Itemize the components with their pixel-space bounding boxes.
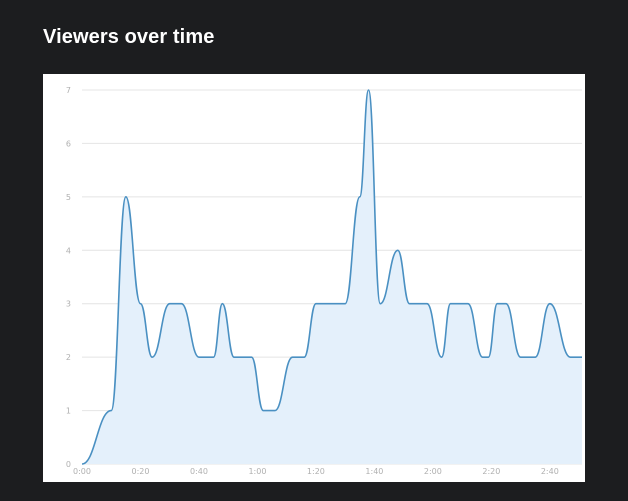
area-series	[81, 89, 582, 465]
series-line	[81, 89, 582, 465]
y-tick-label: 5	[66, 193, 71, 202]
x-tick-label: 2:20	[482, 467, 500, 476]
y-tick-label: 6	[66, 139, 71, 148]
x-tick-label: 1:20	[307, 467, 325, 476]
x-tick-label: 1:40	[365, 467, 383, 476]
y-tick-label: 2	[66, 353, 71, 362]
x-axis: 0:000:200:401:001:201:402:002:202:403:00	[73, 467, 559, 476]
x-tick-label: 2:40	[541, 467, 559, 476]
x-tick-label: 1:00	[248, 467, 266, 476]
viewers-area-chart: 0 1 2 3 4 5 6 7 0:00 0:20 0:40 1:00 1:20 1:40 2:00 2:2…	[66, 86, 582, 476]
y-tick-label: 4	[66, 246, 71, 255]
y-tick-label: 1	[66, 407, 71, 416]
y-axis: 0 1 2 3 4 5 6 7	[66, 86, 71, 469]
x-tick-label: 0:40	[190, 467, 208, 476]
x-tick-label: 0:20	[131, 467, 149, 476]
y-tick-label: 7	[66, 86, 71, 95]
y-tick-label: 0	[66, 460, 71, 469]
y-tick-label: 3	[66, 300, 71, 309]
x-tick-label: 2:00	[424, 467, 442, 476]
page-title: Viewers over time	[43, 26, 215, 48]
x-tick-label: 0:00	[73, 467, 91, 476]
chart-container: 0 1 2 3 4 5 6 7 0:00 0:20 0:40 1:00 1:20 1:40 2:00 2:2…	[43, 74, 585, 482]
area-fill	[82, 90, 582, 464]
